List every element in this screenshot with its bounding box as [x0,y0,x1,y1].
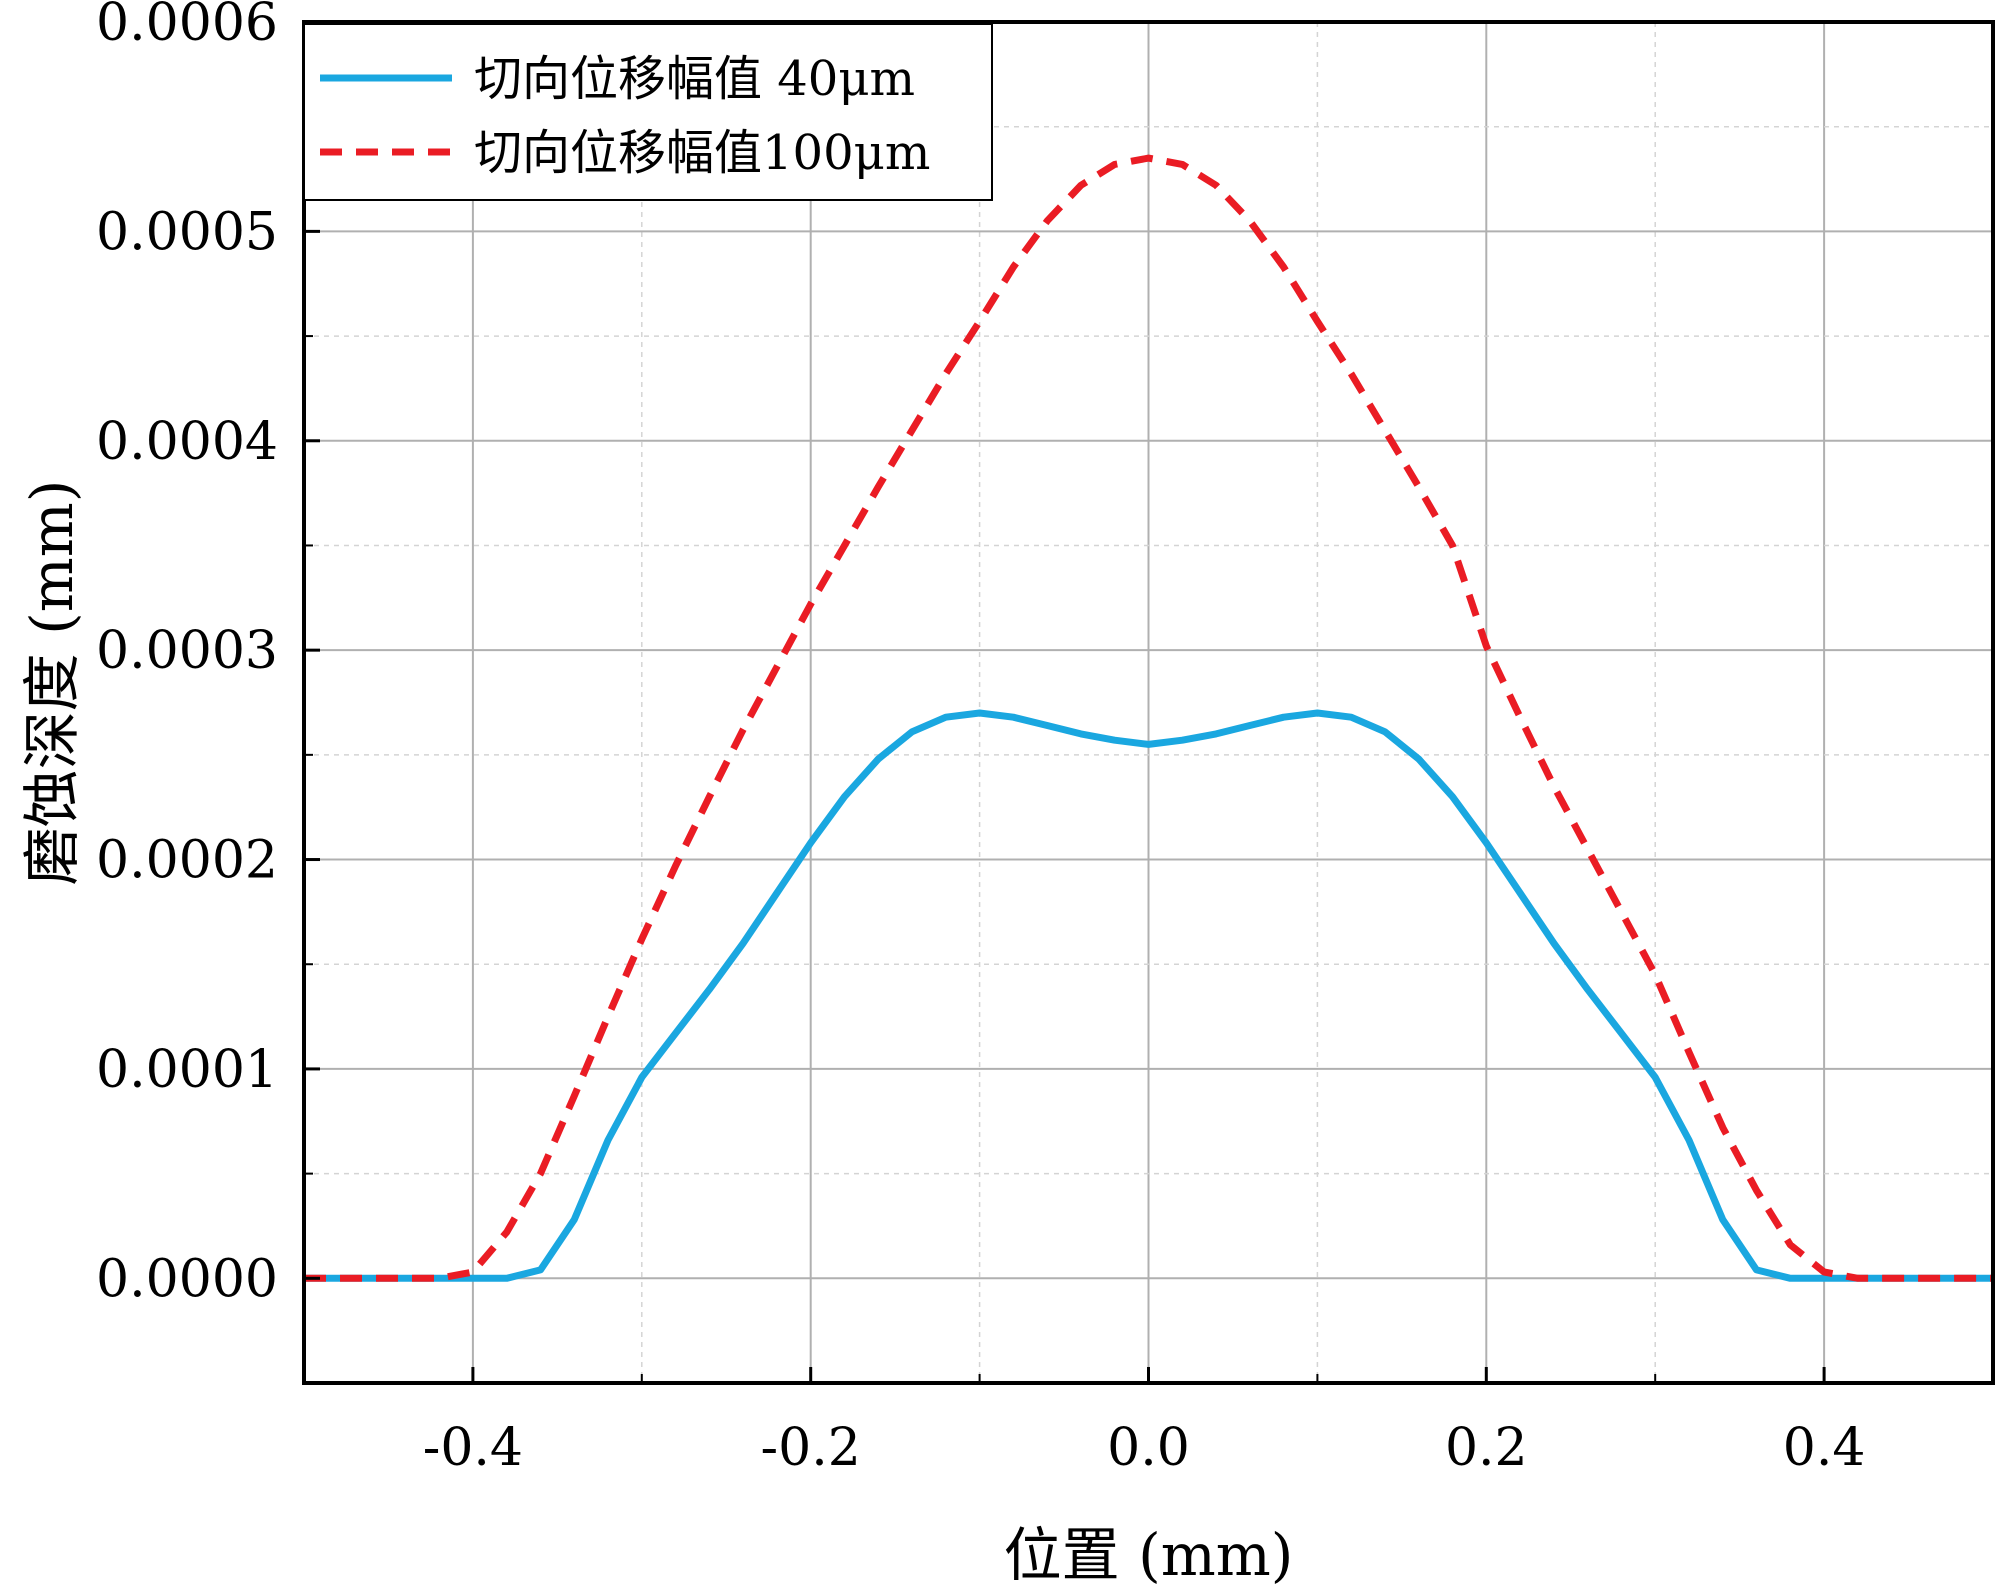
x-tick-label: 0.0 [1107,1418,1190,1478]
y-tick-label: 0.0005 [96,202,278,262]
ticks [304,20,1826,1383]
series-line-100um [304,154,1993,1282]
y-tick-label: 0.0003 [96,621,278,681]
y-axis-title: 磨蚀深度 (mm) [18,480,86,886]
y-tick-label: 0.0002 [96,831,278,891]
legend-label-100um: 切向位移幅值100μm [474,125,930,181]
legend-label-40um: 切向位移幅值 40μm [474,51,915,107]
x-tick-label: -0.2 [761,1418,861,1478]
y-tick-label: 0.0001 [96,1040,278,1100]
x-axis-title: 位置 (mm) [1004,1521,1294,1589]
series-group [304,154,1993,1282]
legend-box [303,23,993,201]
x-tick-label: -0.4 [423,1418,523,1478]
legend: 切向位移幅值 40μm 切向位移幅值100μm [303,23,993,201]
x-tick-label: 0.4 [1783,1418,1866,1478]
y-tick-label: 0.0004 [96,412,278,472]
x-tick-label: 0.2 [1445,1418,1528,1478]
y-tick-label: 0.0000 [96,1249,278,1309]
grid [304,22,1993,1383]
tick-labels: -0.4 -0.2 0.0 0.2 0.4 0.0000 0.0001 0.0002 0.000… [96,0,1865,1478]
series-line-40um [304,709,1993,1282]
y-tick-label: 0.0006 [96,0,278,53]
